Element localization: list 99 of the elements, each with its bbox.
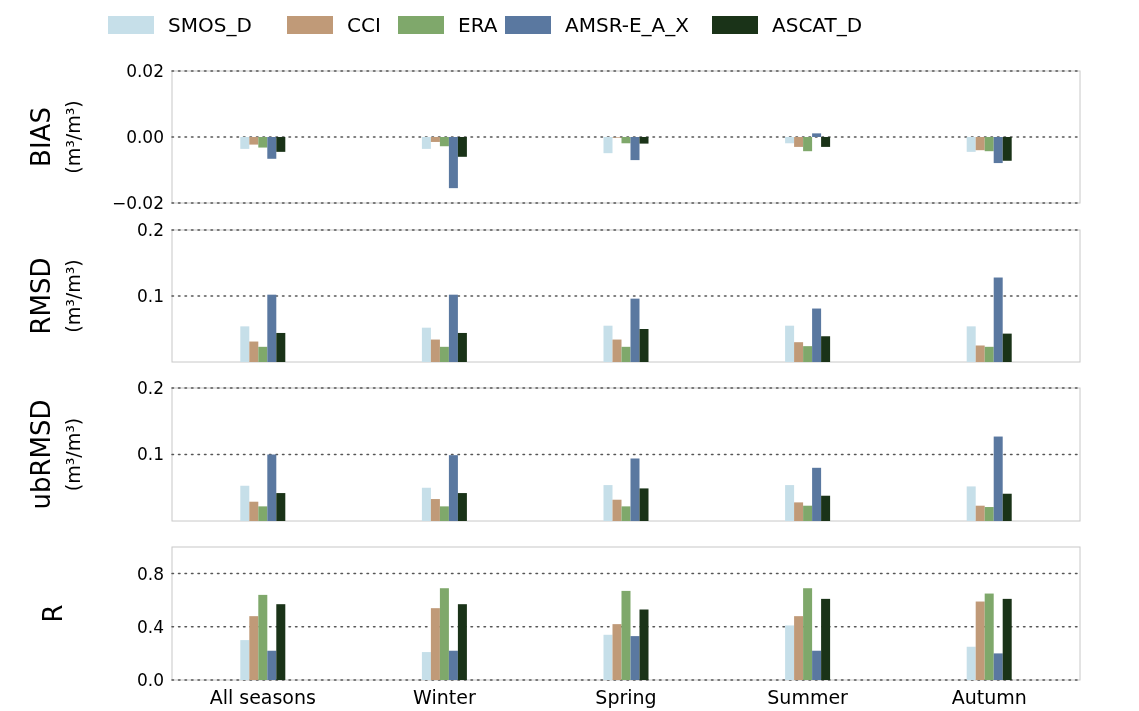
bar	[603, 634, 613, 680]
legend-label: AMSR-E_A_X	[565, 13, 690, 37]
x-tick-label: Autumn	[951, 686, 1027, 708]
y-tick-label: −0.02	[111, 192, 164, 213]
bar	[1002, 493, 1012, 521]
bar	[240, 326, 250, 362]
y-tick-label: 0.00	[126, 126, 164, 147]
bar	[457, 493, 467, 521]
y-tick-label: 0.4	[136, 616, 164, 637]
bar	[993, 277, 1003, 362]
bar	[439, 588, 449, 680]
bar	[457, 332, 467, 362]
bar	[639, 488, 649, 521]
bar	[993, 436, 1003, 521]
bar	[621, 506, 631, 521]
bar	[966, 646, 976, 680]
bar	[603, 485, 613, 521]
bar	[803, 588, 813, 680]
bar	[1002, 598, 1012, 680]
x-tick-label: All seasons	[209, 686, 316, 708]
bar	[439, 506, 449, 521]
y-tick-label: 0.2	[136, 219, 164, 240]
bar	[249, 501, 259, 521]
y-tick-label: 0.0	[136, 669, 164, 690]
bar	[258, 506, 268, 521]
x-tick-label: Summer	[767, 686, 849, 708]
bar	[430, 499, 440, 521]
bar	[621, 346, 631, 362]
y-axis-title: RMSD (m³/m³)	[26, 257, 84, 335]
bar	[803, 346, 813, 362]
bar	[984, 593, 994, 680]
bar	[993, 653, 1003, 680]
bar	[821, 495, 831, 521]
bar	[612, 339, 622, 362]
x-tick-label: Spring	[595, 686, 657, 708]
bar	[966, 486, 976, 521]
bar	[258, 594, 268, 680]
bar	[457, 604, 467, 680]
bar	[812, 467, 822, 521]
bar	[975, 345, 985, 362]
bar	[785, 325, 795, 362]
bar	[639, 329, 649, 362]
legend-label: CCI	[347, 13, 381, 37]
bar	[975, 505, 985, 521]
y-tick-label: 0.1	[136, 285, 164, 306]
y-tick-label: 0.1	[136, 444, 164, 465]
bar	[785, 625, 795, 680]
bar	[785, 485, 795, 521]
y-axis-title: BIAS (m³/m³)	[26, 100, 84, 174]
y-tick-label: 0.2	[136, 377, 164, 398]
y-tick-label: 0.02	[126, 60, 164, 81]
bar	[421, 327, 431, 362]
bar	[448, 455, 458, 521]
y-axis-title: R	[38, 604, 68, 623]
bar	[240, 640, 250, 680]
bar	[240, 485, 250, 521]
bar	[812, 308, 822, 362]
bar	[267, 650, 277, 680]
bar	[448, 650, 458, 680]
bar	[421, 652, 431, 680]
bar	[794, 616, 804, 680]
y-axis-title: ubRMSD (m³/m³)	[26, 399, 84, 510]
bar	[448, 294, 458, 362]
bar	[267, 294, 277, 362]
bar	[639, 609, 649, 680]
legend-label: ASCAT_D	[772, 13, 863, 37]
bar	[276, 604, 286, 680]
bar	[812, 650, 822, 680]
bar	[794, 342, 804, 362]
bar	[267, 454, 277, 521]
bar	[821, 598, 831, 680]
bar	[439, 346, 449, 362]
bar	[612, 499, 622, 521]
bar	[258, 346, 268, 362]
bar	[603, 325, 613, 362]
x-tick-label: Winter	[413, 686, 476, 708]
bar	[249, 341, 259, 362]
bar	[984, 507, 994, 521]
bar	[630, 298, 640, 362]
bar	[966, 326, 976, 362]
bar	[249, 616, 259, 680]
bar	[276, 332, 286, 362]
bar	[803, 505, 813, 521]
bar	[612, 624, 622, 680]
bar	[621, 590, 631, 680]
y-tick-label: 0.8	[136, 563, 164, 584]
bar	[1002, 333, 1012, 362]
bar	[276, 493, 286, 521]
bar	[430, 339, 440, 362]
bar	[630, 458, 640, 521]
bar	[430, 608, 440, 680]
legend-label: ERA	[458, 13, 498, 37]
legend-label: SMOS_D	[168, 13, 252, 37]
bar	[794, 502, 804, 521]
bar	[421, 487, 431, 521]
bar	[821, 336, 831, 362]
bar	[630, 636, 640, 680]
bar	[984, 346, 994, 362]
bar	[975, 601, 985, 680]
